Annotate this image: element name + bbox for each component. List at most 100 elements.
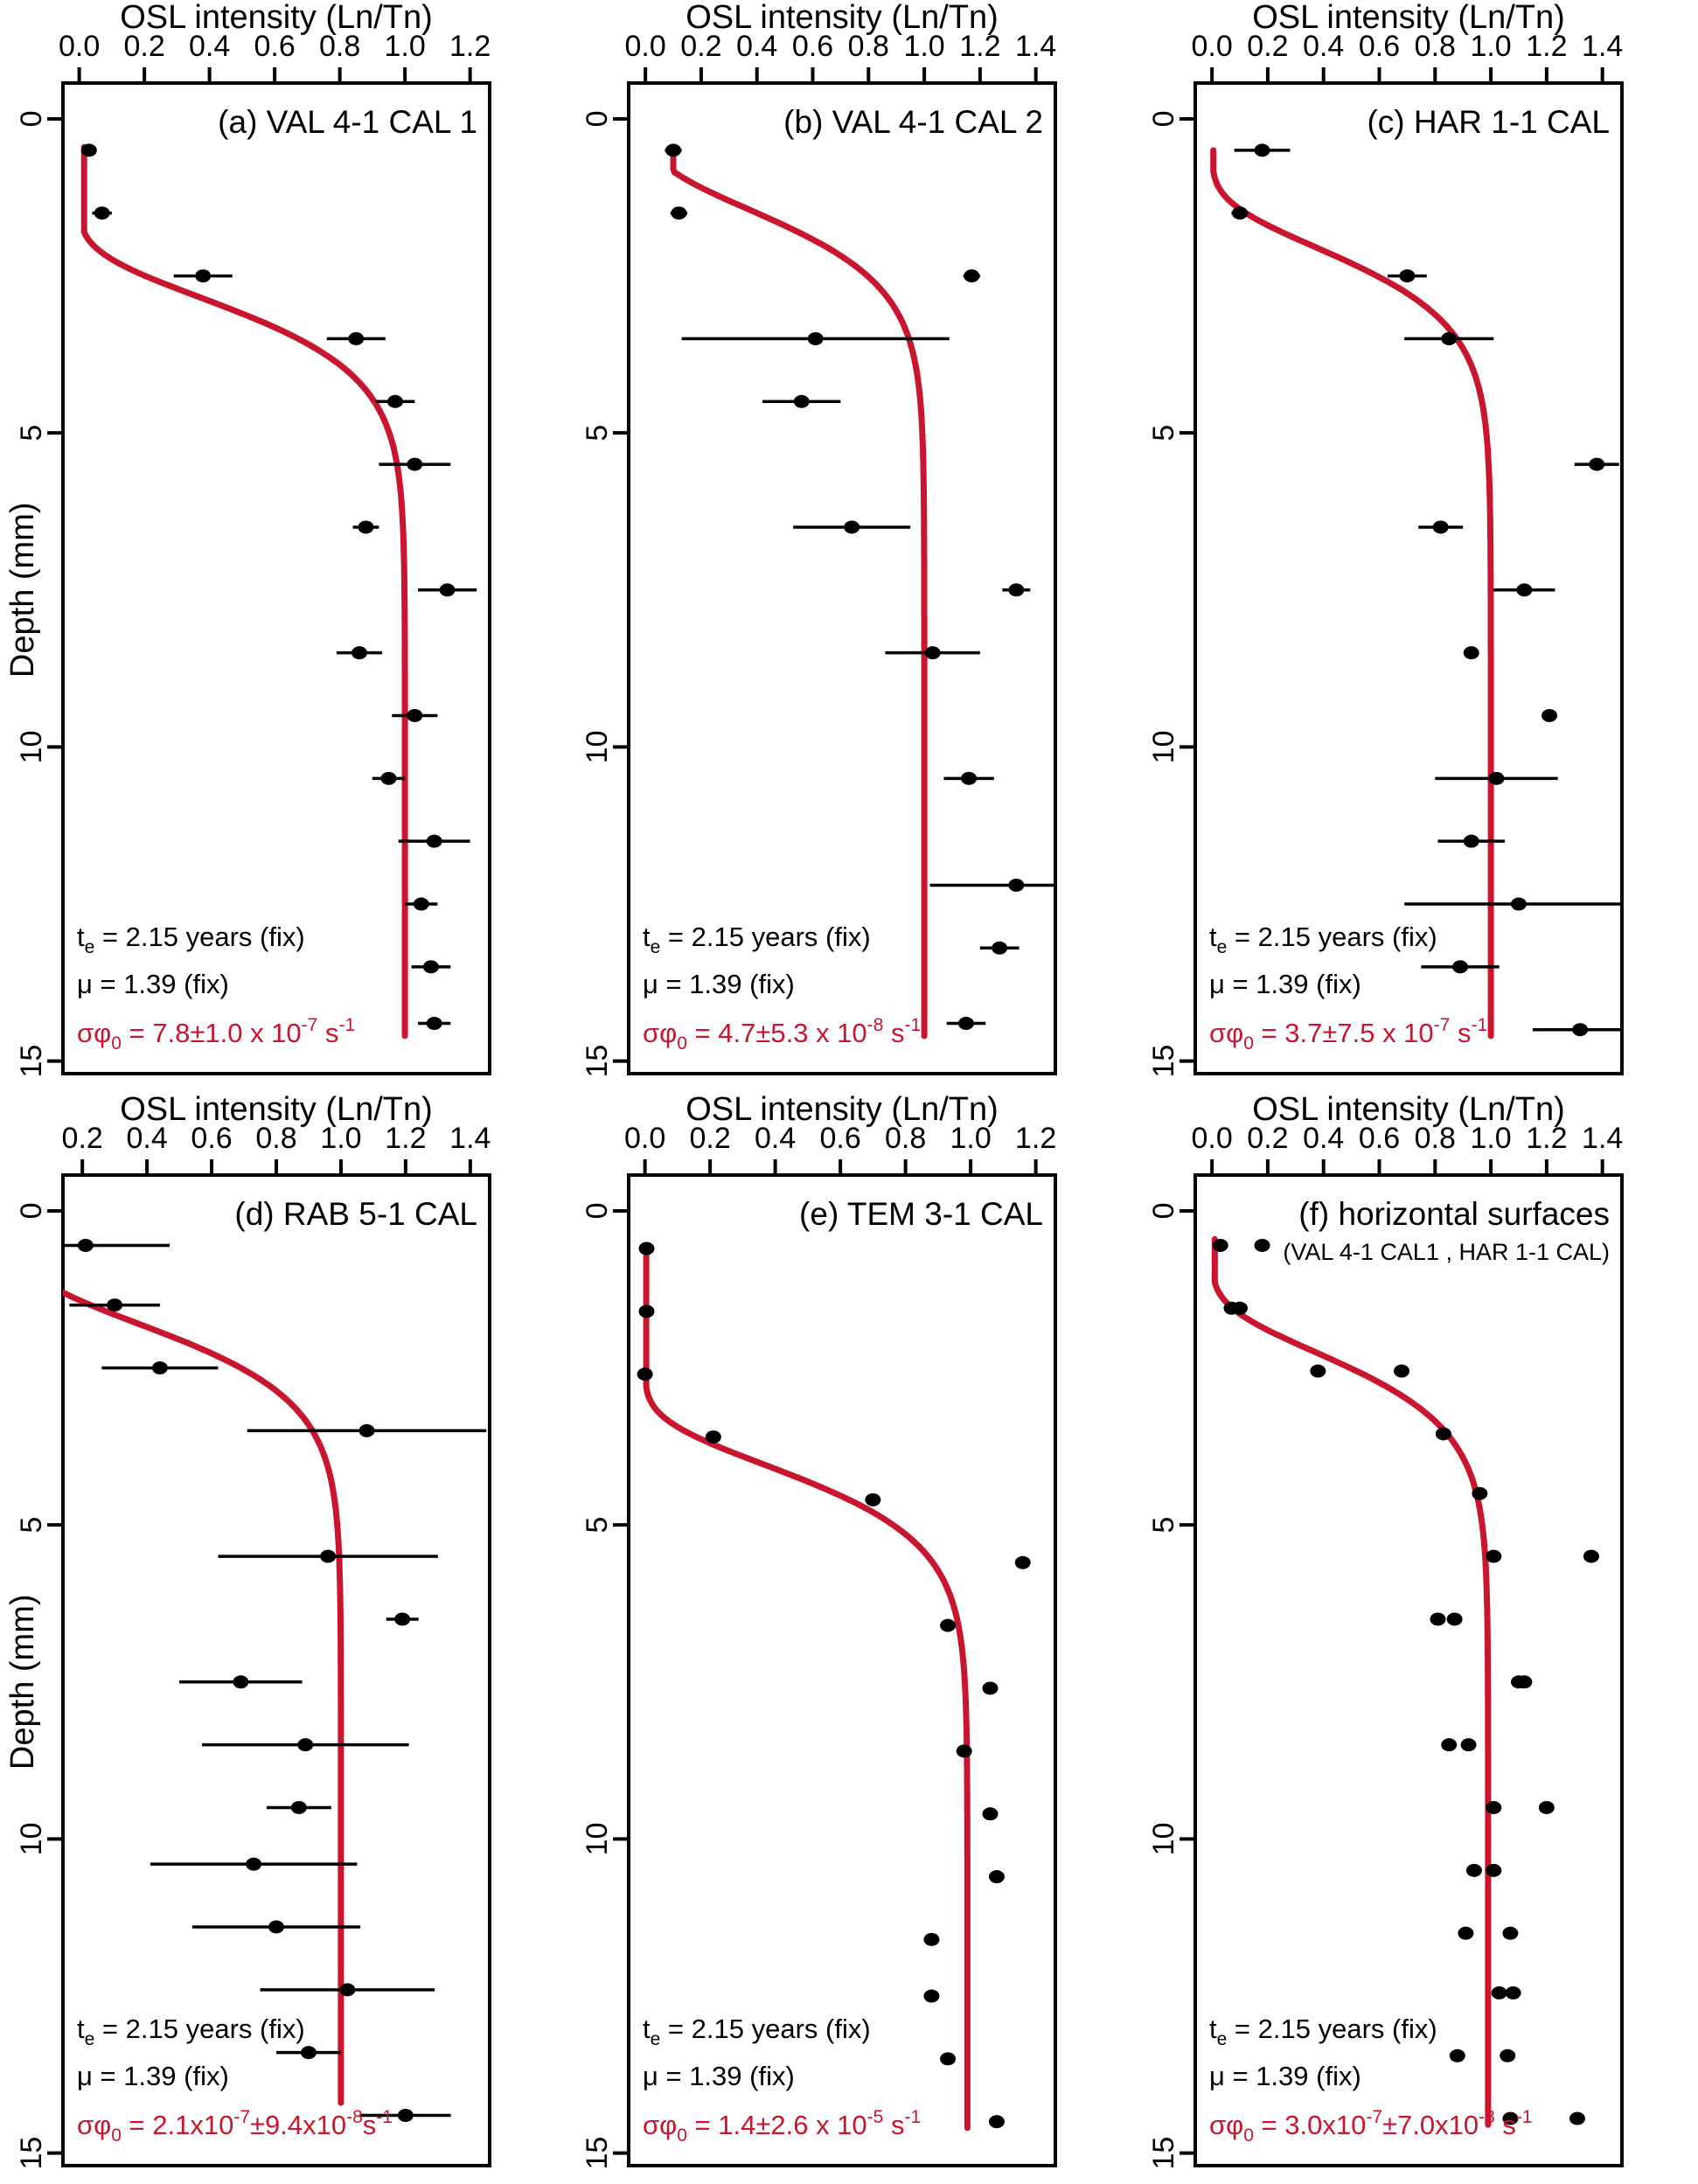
data-point — [386, 394, 403, 408]
data-point — [407, 708, 423, 722]
x-axis-title: OSL intensity (Ln/Tn) — [120, 0, 433, 36]
data-point — [77, 1238, 94, 1252]
plot-frame — [61, 81, 491, 1075]
x-axis-title: OSL intensity (Ln/Tn) — [685, 1092, 999, 1128]
data-point — [1465, 1863, 1482, 1877]
y-tick-label: 0 — [15, 110, 48, 127]
data-point — [1310, 1364, 1326, 1378]
x-axis: 0.0 0.2 0.4 0.6 0.8 1.0 1.2 OSL intensity (Ln/T… — [624, 1092, 1056, 1175]
chart-f: 0.0 0.2 0.4 0.6 0.8 1.0 1.2 1.4 OSL intensity (L… — [1147, 1092, 1624, 2170]
y-axis: 0 5 10 15 — [1147, 110, 1195, 1078]
y-tick-label: 5 — [581, 1517, 614, 1534]
x-axis-title: OSL intensity (Ln/Tn) — [120, 1092, 433, 1128]
data-point — [1254, 1238, 1270, 1252]
x-tick-label: 0.8 — [1415, 30, 1456, 63]
data-point — [992, 941, 1008, 955]
annotation-mu: μ = 1.39 (fix) — [643, 2061, 795, 2091]
panel-f: 0.0 0.2 0.4 0.6 0.8 1.0 1.2 1.4 OSL intensity (L… — [1132, 1092, 1698, 2184]
x-tick-label: 0.6 — [820, 1122, 861, 1155]
data-series — [665, 143, 1025, 1031]
data-point — [1232, 206, 1249, 220]
data-point — [671, 206, 687, 220]
x-tick-label: 1.0 — [320, 1122, 361, 1155]
x-axis: 0.2 0.4 0.6 0.8 1.0 1.2 1.4 OSL intensity (Ln/T… — [62, 1092, 491, 1175]
x-tick-label: 0.0 — [624, 1122, 665, 1155]
chart-e: 0.0 0.2 0.4 0.6 0.8 1.0 1.2 OSL intensity (Ln/T… — [581, 1092, 1057, 2170]
x-axis: 0.0 0.2 0.4 0.6 0.8 1.0 1.2 1.4 OSL intensity (L… — [1192, 0, 1623, 83]
data-point — [107, 1298, 123, 1312]
x-tick-label: 1.0 — [385, 30, 426, 63]
fit-curve — [1210, 147, 1494, 1040]
data-series — [1212, 1238, 1599, 2125]
annotation-te: te = 2.15 years (fix) — [643, 2014, 871, 2049]
annotation-sigma: σφ0 = 3.0x10-7±7.0x10-8 s-1 — [1209, 2107, 1533, 2146]
x-tick-label: 0.6 — [191, 1122, 232, 1155]
y-tick-label: 10 — [15, 1822, 48, 1855]
x-tick-label: 1.4 — [1015, 30, 1056, 63]
data-point — [439, 583, 456, 597]
data-point — [940, 2052, 957, 2066]
y-tick-label: 0 — [1147, 1202, 1180, 1219]
y-tick-label: 10 — [1147, 730, 1180, 763]
y-tick-label: 5 — [1147, 425, 1180, 442]
data-point — [1399, 269, 1416, 283]
x-tick-label: 0.4 — [755, 1122, 796, 1155]
y-tick-label: 0 — [15, 1202, 48, 1219]
data-point — [290, 1800, 307, 1814]
annotation-te: te = 2.15 years (fix) — [1209, 922, 1437, 957]
x-tick-label: 1.0 — [903, 30, 944, 63]
data-point — [924, 646, 941, 660]
data-point — [1472, 1486, 1488, 1500]
data-point — [1008, 878, 1025, 892]
x-tick-label: 0.4 — [736, 30, 777, 63]
data-point — [339, 1983, 356, 1997]
data-point — [1488, 771, 1505, 785]
x-axis-title: OSL intensity (Ln/Tn) — [1252, 1092, 1565, 1128]
data-point — [1589, 457, 1605, 471]
chart-b: 0.0 0.2 0.4 0.6 0.8 1.0 1.2 1.4 OSL intensity (L… — [581, 0, 1057, 1078]
data-point — [1232, 1301, 1249, 1315]
data-point — [358, 520, 374, 534]
data-series — [80, 143, 456, 1031]
chart-c: 0.0 0.2 0.4 0.6 0.8 1.0 1.2 1.4 OSL intensity (L… — [1147, 0, 1624, 1078]
y-tick-label: 10 — [581, 730, 614, 763]
data-point — [1432, 520, 1449, 534]
data-point — [1212, 1238, 1228, 1252]
fit-curve — [1211, 1235, 1492, 2128]
x-tick-label: 0.2 — [680, 30, 721, 63]
y-tick-label: 5 — [581, 425, 614, 442]
x-tick-label: 1.2 — [1015, 1122, 1056, 1155]
data-point — [94, 206, 110, 220]
annotation-te: te = 2.15 years (fix) — [643, 922, 871, 957]
panel-title: (a) VAL 4-1 CAL 1 — [218, 104, 477, 140]
data-point — [1394, 1364, 1410, 1378]
annotation-mu: μ = 1.39 (fix) — [77, 969, 229, 999]
x-tick-label: 0.8 — [885, 1122, 926, 1155]
fit-curve — [63, 1289, 344, 2106]
annotation-te: te = 2.15 years (fix) — [77, 922, 305, 957]
data-point — [865, 1492, 881, 1506]
x-tick-label: 1.2 — [385, 1122, 426, 1155]
annotation-mu: μ = 1.39 (fix) — [77, 2061, 229, 2091]
y-tick-label: 5 — [15, 425, 48, 442]
y-axis: 0 5 10 15 — [581, 110, 629, 1078]
plot-frame — [627, 81, 1057, 1075]
panel-b: 0.0 0.2 0.4 0.6 0.8 1.0 1.2 1.4 OSL intensity (L… — [566, 0, 1131, 1092]
annotation-sigma: σφ0 = 1.4±2.6 x 10-5 s-1 — [643, 2107, 921, 2146]
x-tick-label: 0.2 — [689, 1122, 730, 1155]
data-point — [956, 1744, 972, 1758]
data-point — [1502, 2111, 1519, 2125]
data-point — [1430, 1612, 1446, 1626]
x-tick-label: 1.0 — [950, 1122, 992, 1155]
x-tick-label: 0.6 — [1359, 1122, 1400, 1155]
y-axis-title: Depth (mm) — [4, 503, 41, 678]
data-point — [348, 331, 365, 345]
x-tick-label: 0.0 — [59, 30, 100, 63]
data-point — [1458, 1926, 1474, 1940]
data-point — [422, 960, 439, 974]
y-axis: 0 5 10 15 Depth (mm) — [4, 110, 63, 1078]
x-tick-label: 1.4 — [1582, 30, 1623, 63]
data-point — [151, 1361, 168, 1375]
data-series — [77, 1238, 414, 2123]
